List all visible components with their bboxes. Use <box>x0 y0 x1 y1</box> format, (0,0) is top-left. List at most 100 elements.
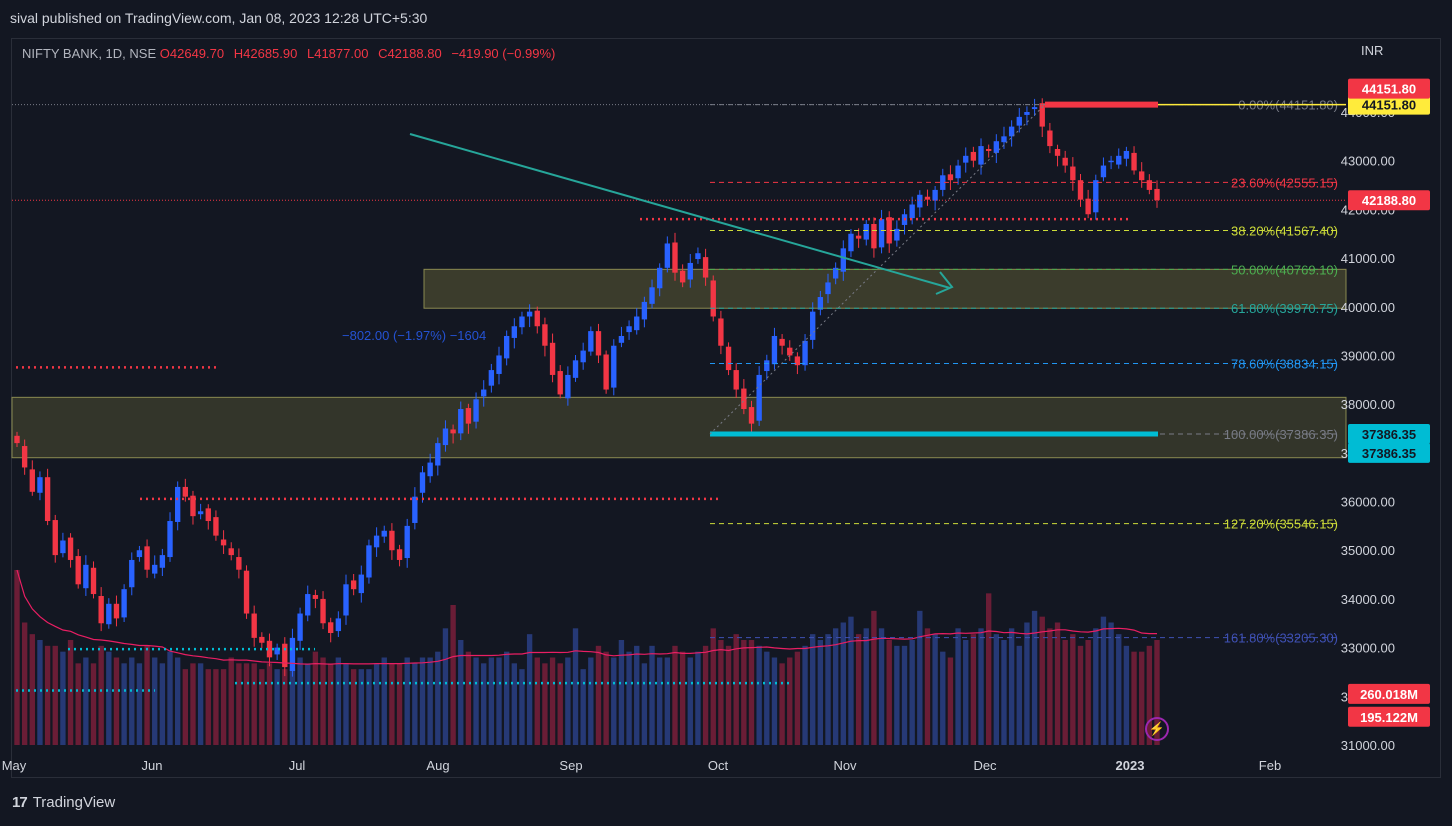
volume-bar <box>343 663 349 745</box>
candle-body <box>1093 180 1099 213</box>
candle-body <box>649 287 655 304</box>
candle-body <box>1116 155 1122 165</box>
price-tag <box>1348 683 1430 704</box>
candle-body <box>412 496 418 523</box>
volume-bar <box>29 634 35 745</box>
volume-bar <box>702 645 709 745</box>
candle-body <box>840 248 846 272</box>
x-axis-label: Jul <box>289 758 306 773</box>
candle-body <box>710 280 716 317</box>
candle-body <box>626 326 632 333</box>
volume-bar <box>588 657 594 745</box>
volume-bar <box>144 645 150 745</box>
volume-bar <box>901 645 908 745</box>
volume-bar <box>129 657 135 745</box>
volume-bar <box>44 645 51 745</box>
volume-bar <box>496 657 502 745</box>
candle-body <box>970 151 977 161</box>
candle-body <box>1001 136 1007 143</box>
candle-body <box>243 570 250 614</box>
candle-body <box>373 535 380 548</box>
candle-body <box>228 548 234 556</box>
x-axis-label: Feb <box>1259 758 1281 773</box>
volume-bar <box>366 669 372 745</box>
candle-body <box>802 340 808 366</box>
volume-bar <box>381 657 387 745</box>
volume-bar <box>503 651 510 745</box>
candle-body <box>297 613 303 641</box>
y-tick-label: 40000.00 <box>1341 300 1395 315</box>
candle-body <box>595 331 602 356</box>
volume-bar <box>748 640 755 745</box>
volume-bar <box>259 669 265 745</box>
candle-body <box>144 546 150 570</box>
volume-bar <box>1031 610 1038 745</box>
candle-body <box>756 374 762 421</box>
fib-level-label: 38.20%(41567.40) <box>1231 223 1338 238</box>
price-tag <box>1348 78 1430 99</box>
volume-bar <box>427 657 433 745</box>
volume-bar <box>1139 651 1145 745</box>
volume-bar <box>1001 640 1007 745</box>
candle-body <box>389 530 395 551</box>
candle-body <box>220 539 227 546</box>
volume-bar <box>1054 622 1061 745</box>
volume-bar <box>106 651 112 745</box>
candle-body <box>641 301 648 320</box>
candle-body <box>52 520 58 556</box>
x-axis-label: Sep <box>559 758 582 773</box>
volume-bar <box>1039 616 1045 745</box>
volume-bar <box>924 628 931 745</box>
volume-bar <box>442 628 449 745</box>
candle-body <box>1100 165 1107 178</box>
high-value: H42685.90 <box>233 46 298 61</box>
candle-body <box>159 555 166 568</box>
volume-bar <box>90 663 97 745</box>
y-tick-label: 36000.00 <box>1341 495 1395 510</box>
candle-body <box>83 564 89 589</box>
candle-body <box>947 174 954 181</box>
candle-body <box>863 223 869 240</box>
volume-bar <box>641 663 648 745</box>
volume-bar <box>488 657 495 745</box>
candle-body <box>67 537 74 560</box>
candle-body <box>236 557 242 570</box>
volume-bar <box>779 663 785 745</box>
volume-bar <box>756 645 762 745</box>
volume-bar <box>932 634 938 745</box>
volume-bar <box>465 651 472 745</box>
candle-body <box>557 371 563 395</box>
candle-body <box>259 636 265 643</box>
candle-body <box>1085 198 1091 215</box>
symbol-label[interactable]: NIFTY BANK, 1D, NSE <box>22 46 157 61</box>
volume-bar <box>970 634 977 745</box>
candle-body <box>1139 171 1145 181</box>
candle-body <box>75 556 81 585</box>
price-tag-label: 260.018M <box>1360 687 1418 702</box>
volume-bar <box>481 663 487 745</box>
candle-body <box>358 574 364 594</box>
candle-body <box>1024 112 1030 115</box>
candle-body <box>549 342 556 375</box>
candle-body <box>580 350 586 363</box>
candle-body <box>764 360 770 372</box>
candle-body <box>886 217 892 244</box>
volume-bar <box>1154 640 1160 745</box>
volume-bar <box>373 663 380 745</box>
footer-brand[interactable]: 17 TradingView <box>12 794 115 811</box>
candle-body <box>129 559 135 588</box>
volume-bar <box>618 640 625 745</box>
candle-body <box>871 223 877 249</box>
candle-body <box>986 149 992 151</box>
candle-body <box>725 346 732 371</box>
volume-bar <box>993 634 1000 745</box>
volume-bar <box>963 640 969 745</box>
candle-body <box>511 326 517 338</box>
zone-lower <box>11 396 1347 459</box>
volume-bar <box>152 657 158 745</box>
candle-body <box>1123 150 1130 159</box>
candle-body <box>1108 160 1114 163</box>
x-axis-label: Jun <box>142 758 163 773</box>
lightning-icon[interactable]: ⚡ <box>1145 717 1169 741</box>
